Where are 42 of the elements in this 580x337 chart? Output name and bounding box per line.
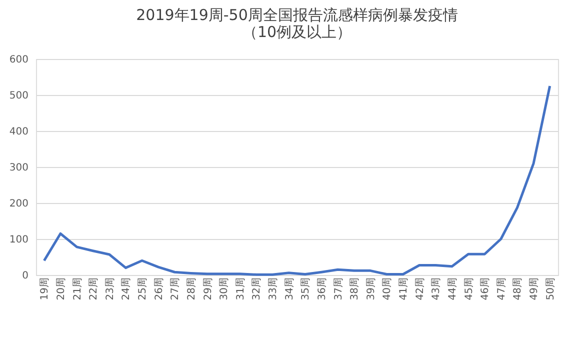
x-tick-label: 23周: [104, 278, 116, 300]
x-tick-label: 50周: [545, 278, 556, 300]
x-tick-label: 32周: [252, 278, 263, 300]
x-tick-label: 35周: [300, 278, 312, 300]
y-tick-label: 500: [9, 90, 28, 102]
x-tick-label: 28周: [186, 278, 198, 300]
y-tick-label: 400: [9, 126, 28, 138]
x-tick-label: 20周: [56, 278, 67, 300]
x-tick-label: 29周: [202, 278, 214, 300]
x-tick-label: 19周: [40, 278, 51, 300]
x-tick-label: 38周: [350, 278, 361, 300]
text: 2019年19周-50周全国报告流感样病例暴发疫情: [136, 6, 458, 24]
x-tick-label: 49周: [529, 278, 540, 300]
text: （10例及以上）: [242, 23, 352, 41]
x-tick-label: 46周: [480, 278, 492, 300]
y-tick-label: 600: [9, 54, 28, 66]
x-tick-label: 45周: [464, 278, 475, 300]
x-tick-label: 40周: [382, 278, 394, 300]
x-tick-label: 43周: [431, 278, 442, 300]
y-tick-label: 300: [9, 162, 28, 174]
x-tick-label: 44周: [447, 278, 458, 300]
x-tick-label: 30周: [219, 278, 230, 300]
x-tick-label: 26周: [154, 278, 165, 300]
x-tick-label: 41周: [398, 278, 410, 300]
x-tick-label: 33周: [268, 278, 280, 300]
y-tick-label: 100: [9, 234, 28, 246]
x-tick-label: 47周: [496, 278, 508, 300]
x-tick-label: 24周: [121, 278, 132, 300]
y-tick-label: 0: [22, 270, 28, 282]
x-tick-label: 27周: [170, 278, 182, 300]
x-tick-label: 36周: [316, 278, 328, 300]
x-tick-label: 31周: [235, 278, 246, 300]
x-tick-label: 21周: [72, 278, 84, 300]
x-tick-label: 37周: [333, 278, 344, 300]
x-tick-label: 39周: [366, 278, 377, 300]
x-tick-label: 22周: [88, 278, 100, 300]
x-tick-label: 42周: [414, 278, 426, 300]
x-tick-label: 34周: [284, 278, 296, 300]
line-series: [42, 84, 552, 276]
x-tick-label: 48周: [512, 278, 524, 300]
y-tick-label: 200: [9, 198, 28, 210]
x-tick-label: 25周: [138, 278, 149, 300]
